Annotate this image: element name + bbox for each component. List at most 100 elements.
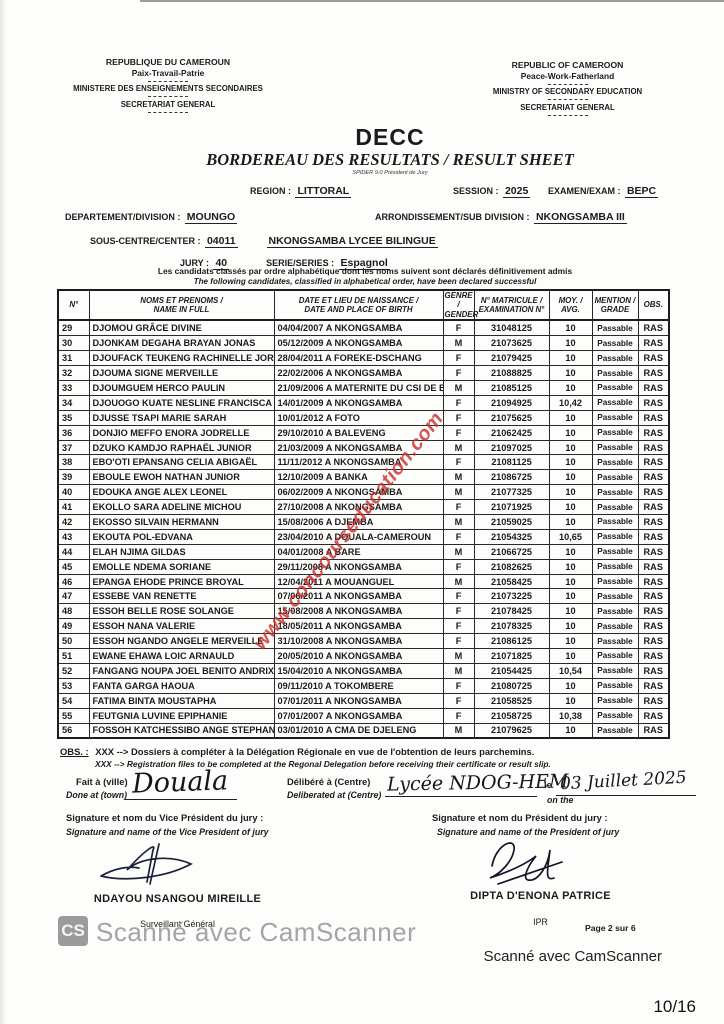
col-gender: F xyxy=(442,633,475,650)
col-number: 37 xyxy=(57,439,90,456)
col-obs: RAS xyxy=(637,573,670,590)
scan-footer-text: Scanné avec CamScanner xyxy=(483,948,662,965)
col-average: 10,65 xyxy=(548,528,593,545)
done-at-value-handwritten: Douala xyxy=(131,765,229,800)
col-matricule: 21071825 xyxy=(473,648,550,664)
republic-en: REPUBLIC OF CAMEROON xyxy=(511,60,624,70)
col-average: 10 xyxy=(548,454,593,471)
division-value: MOUNGO xyxy=(184,211,238,224)
col-name: DJUSSE TSAPI MARIE SARAH xyxy=(88,409,275,426)
col-average: 10,38 xyxy=(548,707,593,724)
col-gender: F xyxy=(442,424,475,441)
col-matricule: 21078425 xyxy=(473,603,550,620)
document-subtitle: BORDEREAU DES RESULTATS / RESULT SHEET xyxy=(206,150,574,169)
camscanner-watermark-text: Scanné avec CamScanner xyxy=(96,917,417,947)
session-label: SESSION : xyxy=(453,186,499,196)
col-gender: F xyxy=(442,394,475,411)
col-birth: 22/02/2006 A NKONGSAMBA xyxy=(273,365,444,382)
division-field: DEPARTEMENT/DIVISION : MOUNGO xyxy=(65,207,238,225)
col-number: 51 xyxy=(57,648,90,664)
col-mention: Passable xyxy=(591,365,639,382)
col-mention: Passable xyxy=(591,558,639,575)
divider xyxy=(148,80,188,82)
col-number: 49 xyxy=(57,618,90,635)
col-number: 56 xyxy=(57,722,90,739)
col-obs: RAS xyxy=(637,558,670,575)
table-row: 47 ESSEBE VAN RENETTE 07/06/2011 A NKONGSA… xyxy=(57,588,670,605)
deliberated-value-handwritten: Lycée NDOG-HEM xyxy=(386,770,569,796)
table-row: 45 EMOLLE NDEMA SORIANE 29/11/2008 A NKONG… xyxy=(57,558,670,575)
deliberated-label-fr: Délibéré à (Centre) xyxy=(287,776,371,787)
col-obs: RAS xyxy=(637,514,670,530)
col-name: DJOMOU GRÂCE DIVINE xyxy=(88,319,275,337)
col-matricule: 21058525 xyxy=(473,692,550,709)
col-name: EWANE EHAWA LOIC ARNAULD xyxy=(88,648,275,664)
col-number: 46 xyxy=(57,573,90,590)
col-birth: 29/11/2008 A NKONGSAMBA xyxy=(273,558,444,575)
col-name: DJOUMA SIGNE MERVEILLE xyxy=(88,365,275,382)
col-obs: RAS xyxy=(637,365,670,382)
series-label: SERIE/SERIES : xyxy=(266,258,335,268)
col-gender: M xyxy=(442,514,475,530)
col-obs: RAS xyxy=(637,350,670,367)
exam-field: EXAMEN/EXAM : BEPC xyxy=(548,181,659,199)
col-number: 43 xyxy=(57,528,90,545)
col-matricule: 21054425 xyxy=(473,662,550,679)
col-number: 54 xyxy=(57,692,90,709)
col-mention: Passable xyxy=(591,454,639,471)
exam-value: BEPC xyxy=(624,185,659,198)
col-matricule: 21071925 xyxy=(473,499,550,516)
col-average: 10 xyxy=(548,677,593,694)
col-birth: 14/01/2009 A NKONGSAMBA xyxy=(273,394,444,411)
col-matricule: 21079425 xyxy=(473,350,550,367)
center-name: NKONGSAMBA LYCEE BILINGUE xyxy=(266,235,438,248)
date-value-handwritten: 03 Juillet 2025 xyxy=(559,767,688,795)
col-birth: 21/09/2006 A MATERNITE DU CSI DE BA xyxy=(273,380,444,396)
table-row: 41 EKOLLO SARA ADELINE MICHOU 27/10/2008 A… xyxy=(57,499,670,516)
results-table-head: N° NOMS ET PRENOMS / NAME IN FULL DATE ET … xyxy=(57,289,670,322)
vp-name: NDAYOU NSANGOU MIREILLE xyxy=(93,893,262,905)
obs-note-fr: OBS. : XXX --> Dossiers à compléter à la… xyxy=(60,746,534,757)
col-number: 29 xyxy=(57,319,90,337)
col-number: 40 xyxy=(57,484,90,501)
admission-note-fr: Les candidats classés par ordre alphabét… xyxy=(157,266,573,276)
col-mention: Passable xyxy=(591,319,639,337)
results-table: N° NOMS ET PRENOMS / NAME IN FULL DATE ET … xyxy=(57,289,670,740)
col-birth: 05/12/2009 A NKONGSAMBA xyxy=(273,335,444,352)
col-number: 31 xyxy=(57,350,90,367)
col-obs: RAS xyxy=(637,319,670,337)
division-label: DEPARTEMENT/DIVISION : xyxy=(65,212,181,222)
col-mention-header: MENTION / GRADE xyxy=(591,289,639,322)
table-row: 33 DJOUMGUEM HERCO PAULIN 21/09/2006 A MAT… xyxy=(57,380,670,396)
vp-signature-label-fr: Signature et nom du Vice Président du ju… xyxy=(66,812,264,823)
table-row: 42 EKOSSO SILVAIN HERMANN 15/08/2006 A DJE… xyxy=(57,514,670,530)
jury-field: JURY : 40 SERIE/SERIES : Espagnol xyxy=(180,253,390,271)
col-mention: Passable xyxy=(591,588,639,605)
table-row: 32 DJOUMA SIGNE MERVEILLE 22/02/2006 A NKO… xyxy=(57,365,670,382)
col-mention: Passable xyxy=(591,380,639,396)
col-obs: RAS xyxy=(637,648,670,664)
session-value: 2025 xyxy=(502,185,531,198)
col-matricule: 21082625 xyxy=(473,558,550,575)
deliberated-underline xyxy=(385,796,537,797)
table-row: 51 EWANE EHAWA LOIC ARNAULD 20/05/2010 A N… xyxy=(57,648,670,664)
col-number: 38 xyxy=(57,454,90,471)
vp-signature-label-en: Signature and name of the Vice President… xyxy=(66,827,269,837)
col-obs: RAS xyxy=(637,662,670,679)
col-average: 10,54 xyxy=(548,662,593,679)
document-subtitle-note: SPIDER 9.0 Président de Jury xyxy=(352,170,428,176)
center-label: SOUS-CENTRE/CENTER : xyxy=(90,236,201,246)
col-obs: RAS xyxy=(637,499,670,516)
col-average: 10 xyxy=(548,424,593,441)
col-matricule: 21078325 xyxy=(473,618,550,635)
table-row: 52 FANGANG NOUPA JOEL BENITO ANDRIX 15/04/… xyxy=(57,662,670,679)
col-obs: RAS xyxy=(637,633,670,650)
col-obs: RAS xyxy=(637,484,670,501)
col-birth: 07/01/2011 A NKONGSAMBA xyxy=(273,692,444,709)
col-gender: M xyxy=(442,469,475,486)
col-gender: F xyxy=(442,558,475,575)
col-birth: 04/01/2008 A BARE xyxy=(273,543,444,560)
col-obs: RAS xyxy=(637,394,670,411)
col-matricule: 21094925 xyxy=(473,394,550,411)
col-gender: M xyxy=(442,484,475,501)
